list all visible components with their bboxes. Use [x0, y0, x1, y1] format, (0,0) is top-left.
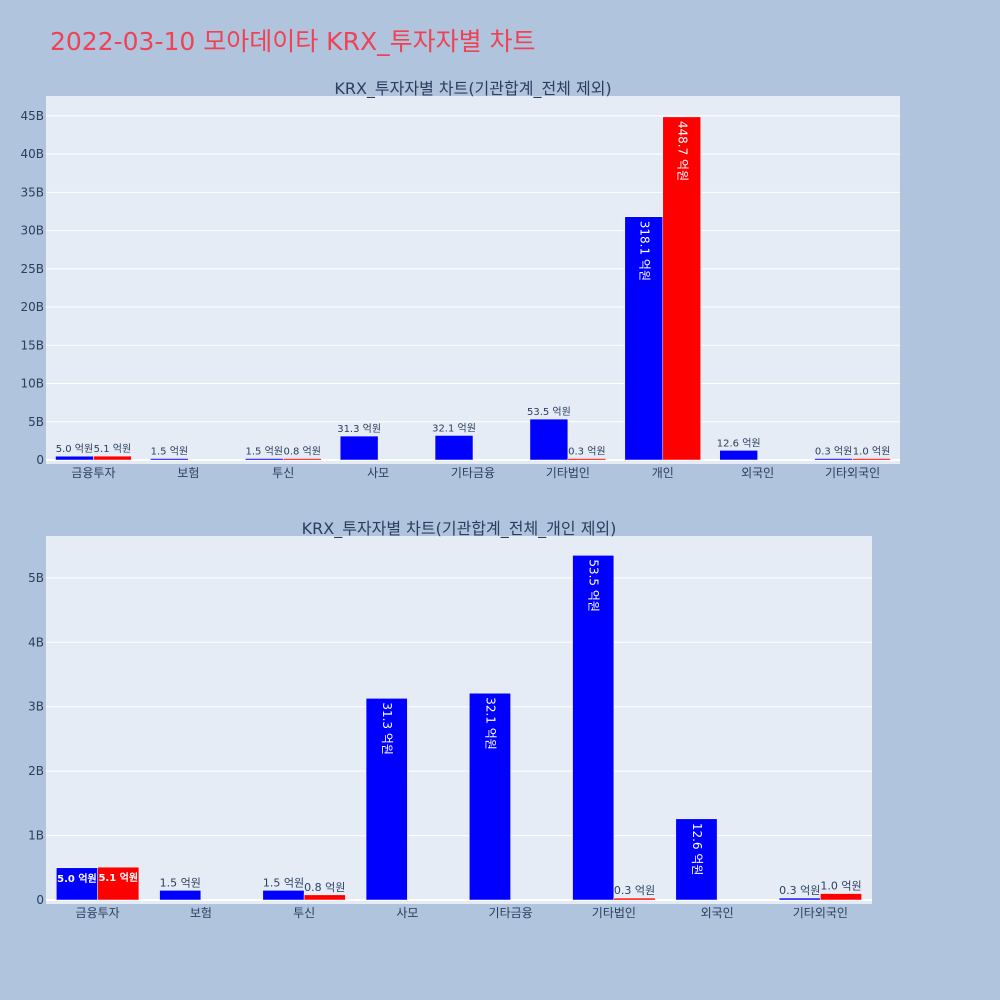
chart2-x-tick-label: 금융투자 [76, 906, 120, 920]
chart2-bar-label: 0.3 억원 [614, 884, 655, 897]
chart2-bar-label: 31.3 억원 [380, 702, 394, 755]
chart2-bar-label: 1.0 억원 [820, 880, 861, 893]
chart1-y-tick-label: 10B [20, 377, 44, 391]
chart1-bar-buy [434, 435, 474, 461]
chart1-bar-label: 448.7 억원 [675, 121, 689, 181]
chart1-y-tick-label: 25B [20, 262, 44, 276]
chart1-x-tick-label: 개인 [652, 466, 674, 480]
chart1-y-tick-label: 20B [20, 300, 44, 314]
chart1-bar-label: 32.1 억원 [432, 422, 476, 434]
chart1-y-tick-label: 30B [20, 224, 44, 238]
chart1-bar-buy [55, 455, 94, 461]
chart1-bar-label: 31.3 억원 [337, 423, 381, 435]
chart1-bar-label: 12.6 억원 [717, 437, 761, 449]
chart1-x-tick-label: 기타외국인 [825, 466, 880, 480]
chart2-x-tick-label: 외국인 [701, 906, 734, 920]
chart1-bar-buy [529, 418, 569, 461]
chart2-bar-label: 53.5 억원 [587, 559, 601, 612]
chart2-bar-buy [365, 698, 408, 901]
chart2-plot-area [46, 536, 872, 904]
chart2-y-tick-label: 4B [28, 635, 44, 649]
chart2-bar-label: 0.3 억원 [779, 884, 820, 897]
chart2-bar-label: 1.5 억원 [160, 876, 201, 889]
chart1-y-tick-label: 35B [20, 185, 44, 199]
chart2-y-tick-label: 5B [28, 571, 44, 585]
chart1-y-tick-label: 40B [20, 147, 44, 161]
chart1-y-tick-label: 5B [28, 415, 44, 429]
chart1-bar-buy [624, 216, 664, 461]
chart1-x-tick-label: 금융투자 [71, 466, 115, 480]
chart2-bar-label: 5.0 억원 [57, 872, 97, 885]
chart2-x-tick-label: 기타외국인 [793, 906, 848, 920]
chart2-bar-label: 1.5 억원 [263, 876, 304, 889]
chart1-bar-buy [719, 450, 758, 461]
chart1-x-tick-label: 투신 [272, 466, 294, 480]
chart2-x-tick-label: 투신 [293, 906, 315, 920]
chart1-bar-sell [282, 458, 322, 461]
chart1-bar-buy [150, 458, 189, 461]
chart1-y-tick-label: 0 [36, 453, 44, 467]
chart2-bar-sell [97, 866, 140, 901]
chart1-bar-label: 5.0 억원 [56, 443, 93, 455]
chart2-x-tick-label: 기타법인 [592, 906, 636, 920]
chart2-bar-sell [613, 897, 656, 901]
chart2-y-tick-label: 3B [28, 700, 44, 714]
chart2-bar-buy [56, 867, 98, 901]
chart1-bar-sell [93, 455, 132, 461]
chart2-title: KRX_투자자별 차트(기관합계_전체_개인 제외) [302, 519, 617, 539]
chart1-bar-sell [567, 458, 607, 461]
chart2-bar-sell [303, 894, 346, 901]
chart1-bar-label: 1.5 억원 [246, 446, 283, 458]
chart1-bar-sell [852, 458, 891, 461]
chart2-bar-buy [469, 692, 511, 901]
chart1-bar-label: 5.1 억원 [94, 443, 131, 455]
chart1-x-tick-label: 기타법인 [546, 466, 590, 480]
chart2-y-tick-label: 0 [36, 893, 44, 907]
investor-chart-excl-individual: 0 1B 2B 3B 4B 5B KRX_투자자별 차트(기관합계_전체_개인 제외) 금융투… [28, 519, 872, 920]
chart1-x-tick-label: 사모 [367, 466, 389, 480]
chart1-bar-buy [339, 435, 379, 461]
chart1-bar-label: 53.5 억원 [527, 406, 571, 418]
investor-chart-all: 0 5B 10B 15B 20B 25B 30B 35B 40B 45B KRX_투자자별 차트(기… [20, 79, 900, 480]
chart1-title: KRX_투자자별 차트(기관합계_전체 제외) [334, 79, 611, 99]
chart2-x-tick-label: 보험 [190, 906, 212, 920]
chart1-bar-label: 0.3 억원 [568, 446, 605, 458]
chart1-x-tick-label: 기타금융 [451, 466, 495, 480]
chart1-x-tick-label: 보험 [177, 466, 199, 480]
chart2-x-tick-label: 사모 [396, 906, 418, 920]
chart2-bar-buy [778, 897, 821, 901]
page-title: 2022-03-10 모아데이타 KRX_투자자별 차트 [50, 27, 536, 56]
chart2-bar-label: 12.6 억원 [690, 823, 704, 876]
chart1-bar-label: 1.5 억원 [151, 446, 188, 458]
chart2-bar-buy [262, 890, 305, 901]
chart1-x-tick-label: 외국인 [741, 466, 774, 480]
chart2-bar-buy [159, 890, 202, 901]
chart2-bar-buy [675, 818, 718, 901]
chart2-bar-label: 0.8 억원 [304, 881, 345, 894]
chart1-y-tick-label: 45B [20, 109, 44, 123]
chart2-bar-label: 5.1 억원 [98, 871, 138, 884]
chart1-bar-sell [662, 116, 701, 461]
chart2-x-tick-label: 기타금융 [489, 906, 533, 920]
chart2-bar-label: 32.1 억원 [483, 697, 497, 750]
chart1-bar-label: 318.1 억원 [637, 221, 651, 281]
chart1-bar-buy [814, 458, 853, 461]
chart2-y-tick-label: 2B [28, 764, 44, 778]
chart1-bar-label: 0.3 억원 [815, 446, 852, 458]
chart1-bar-buy [245, 458, 284, 461]
chart2-bar-sell [820, 893, 862, 901]
chart2-bar-buy [572, 555, 615, 901]
chart1-bar-label: 0.8 억원 [283, 446, 320, 458]
chart1-y-tick-label: 15B [20, 338, 44, 352]
chart1-bar-label: 1.0 억원 [853, 446, 890, 458]
chart2-y-tick-label: 1B [28, 829, 44, 843]
chart1-plot-area [46, 96, 900, 464]
